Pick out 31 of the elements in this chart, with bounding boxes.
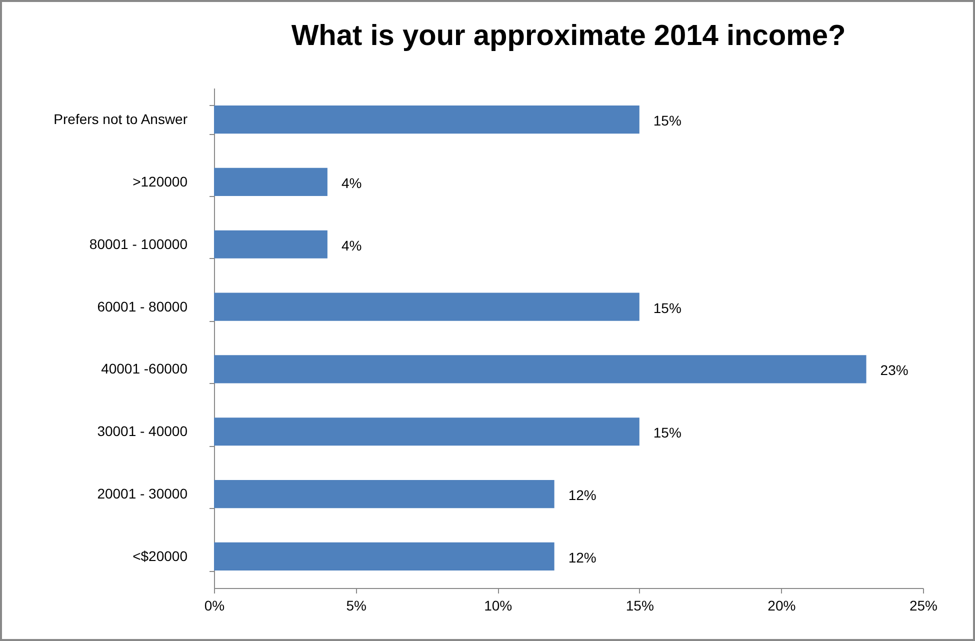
x-tick-label: 15%	[626, 598, 654, 614]
y-tick-label: 60001 - 80000	[97, 298, 188, 314]
y-tick-label: 80001 - 100000	[89, 236, 188, 252]
bar	[214, 480, 554, 508]
data-label: 4%	[341, 237, 362, 254]
data-label: 12%	[568, 549, 596, 566]
y-tick-label: 20001 - 30000	[97, 486, 188, 502]
x-tick-label: 25%	[909, 598, 938, 614]
data-label: 23%	[880, 362, 908, 378]
data-label: 15%	[653, 112, 682, 129]
bar	[214, 230, 328, 258]
data-label: 4%	[341, 174, 362, 191]
bar	[214, 418, 640, 446]
bar	[214, 168, 328, 196]
y-tick-label: >120000	[132, 173, 188, 190]
chart-title: What is your approximate 2014 income?	[291, 20, 846, 52]
bar	[214, 542, 554, 571]
y-tick-label: 30001 - 40000	[97, 423, 188, 440]
x-tick-label: 5%	[346, 598, 366, 614]
y-tick-label: 40001 -60000	[101, 360, 188, 377]
y-tick-label: <$20000	[132, 548, 188, 564]
x-tick-label: 10%	[484, 598, 512, 614]
x-tick-label: 20%	[768, 598, 796, 614]
bar	[214, 105, 640, 134]
bar	[214, 355, 866, 384]
y-tick-label: Prefers not to Answer	[54, 111, 188, 128]
data-label: 15%	[653, 424, 682, 441]
data-label: 15%	[653, 300, 682, 316]
bar	[214, 292, 640, 321]
x-tick-label: 0%	[204, 598, 225, 614]
data-label: 12%	[568, 487, 596, 504]
